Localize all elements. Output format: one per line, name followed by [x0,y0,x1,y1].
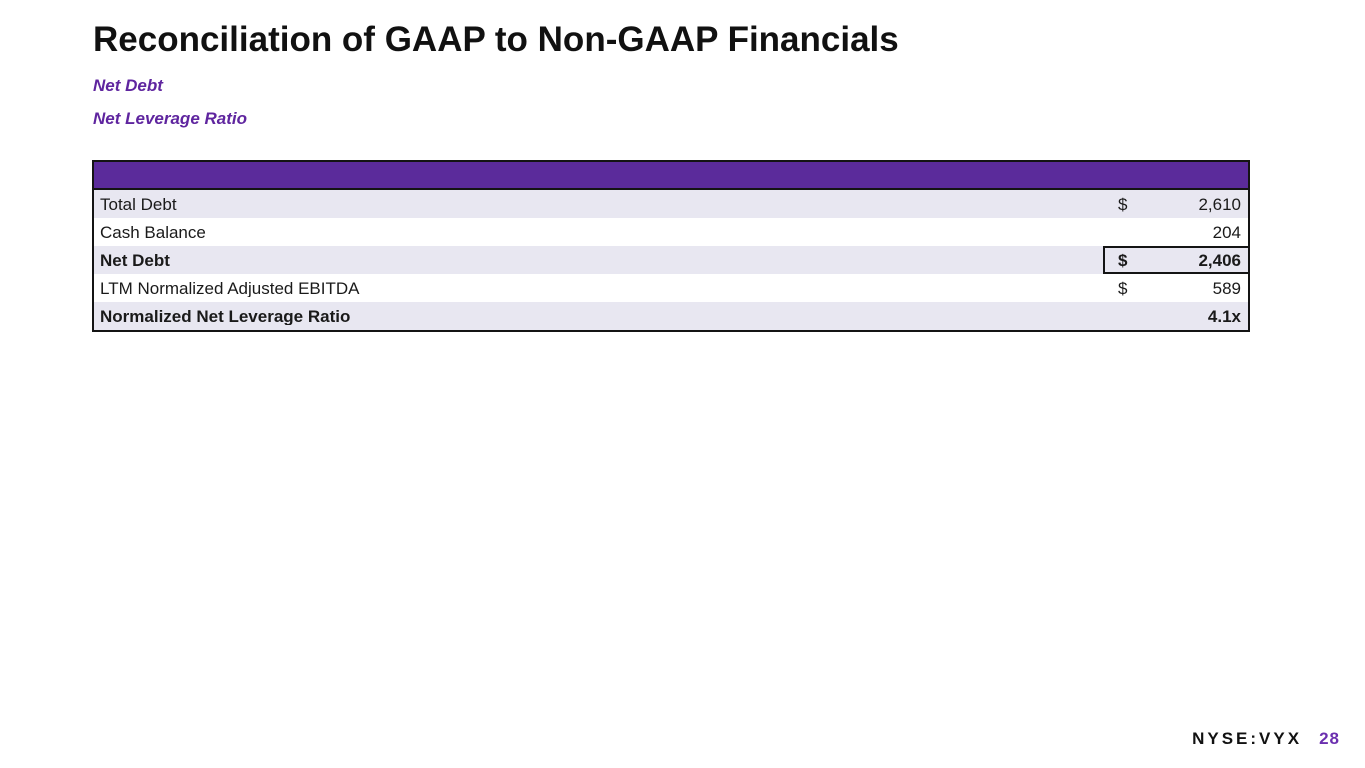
table-row: Cash Balance 204 [94,218,1248,246]
reconciliation-table: Total Debt $ 2,610 Cash Balance 204 Net … [92,160,1250,332]
currency-symbol: $ [1118,278,1128,298]
subtitle-net-debt: Net Debt [93,76,163,95]
row-value: 2,610 [1198,194,1241,214]
row-value-cell: 4.1x [1103,302,1248,330]
table-row: LTM Normalized Adjusted EBITDA $ 589 [94,274,1248,302]
slide-title: Reconciliation of GAAP to Non-GAAP Finan… [93,20,899,59]
table-row: Total Debt $ 2,610 [94,190,1248,218]
ticker-label: NYSE:VYX [1192,729,1303,748]
table-row: Net Debt $ 2,406 [94,246,1248,274]
row-value-cell: $ 589 [1103,274,1248,302]
table-row: Normalized Net Leverage Ratio 4.1x [94,302,1248,330]
row-value: 204 [1212,222,1241,242]
row-label: Net Debt [100,251,170,269]
row-label: Total Debt [100,195,177,213]
row-value-cell: $ 2,610 [1103,190,1248,218]
subtitle-net-leverage-ratio: Net Leverage Ratio [93,109,247,128]
row-value: 2,406 [1198,250,1241,270]
table-header-bar [94,162,1248,190]
row-value-cell: 204 [1103,218,1248,246]
row-value: 589 [1212,278,1241,298]
currency-symbol: $ [1118,250,1128,270]
row-label: Normalized Net Leverage Ratio [100,307,351,325]
row-label: Cash Balance [100,223,206,241]
row-label: LTM Normalized Adjusted EBITDA [100,279,360,297]
row-value-cell: $ 2,406 [1103,246,1248,274]
row-value: 4.1x [1207,306,1241,326]
currency-symbol: $ [1118,194,1128,214]
slide-footer: NYSE:VYX 28 [1192,729,1340,749]
table-body: Total Debt $ 2,610 Cash Balance 204 Net … [94,190,1248,330]
page-number: 28 [1319,729,1340,748]
